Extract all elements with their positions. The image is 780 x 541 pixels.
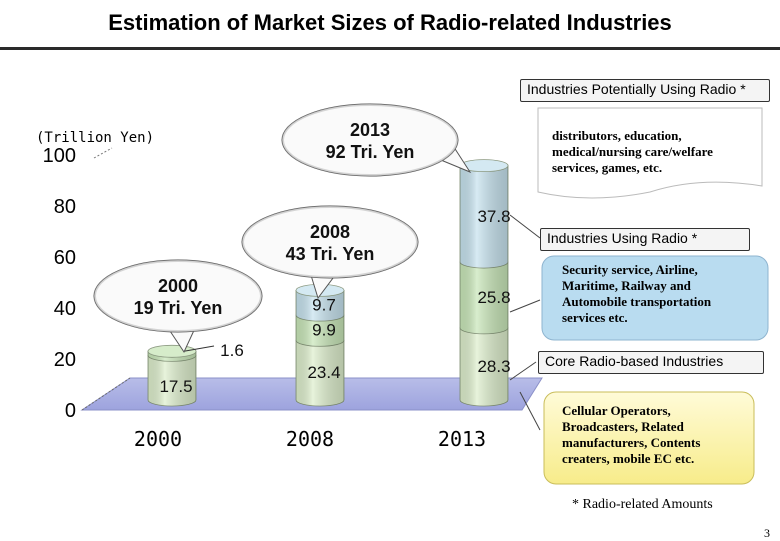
callout-year: 2013 — [350, 120, 390, 140]
y-axis-unit-label: (Trillion Yen) — [36, 130, 155, 146]
y-tick-label: 60 — [54, 247, 76, 269]
callout-total: 43 Tri. Yen — [286, 244, 375, 264]
bar-segment-shading — [296, 340, 344, 406]
callout-tail-joint — [438, 134, 448, 140]
bar-segment-shading — [460, 327, 508, 406]
callout-year: 2008 — [310, 222, 350, 242]
legend-shape-using — [541, 255, 769, 341]
callout-bubble-glow — [242, 206, 418, 278]
callout-total: 92 Tri. Yen — [326, 142, 415, 162]
legend-description-core: Cellular Operators, Broadcasters, Relate… — [562, 403, 701, 466]
callout-tail-joint — [170, 322, 196, 328]
unit-leader-line — [93, 147, 113, 159]
bar-segment-shading — [148, 355, 196, 406]
bar-value-label: 9.9 — [312, 321, 336, 340]
cylinder-2000: 17.5 1.6 — [147, 341, 244, 407]
footnote: * Radio-related Amounts — [572, 497, 713, 512]
legend-shape-potential — [537, 107, 763, 199]
connector-line — [509, 214, 541, 239]
x-tick-label: 2000 — [134, 427, 182, 451]
legend-description-using: Security service, Airline, Maritime, Rai… — [562, 262, 712, 325]
callout-bubble-glow — [94, 260, 262, 332]
bar-value-label: 23.4 — [307, 363, 340, 382]
bar-segment-shading — [460, 262, 508, 334]
legend-label-core: Core Radio-based Industries — [538, 351, 764, 374]
y-tick-label: 80 — [54, 196, 76, 218]
page-number: 3 — [764, 526, 770, 540]
bar-value-label: 17.5 — [159, 377, 192, 396]
bar-segment-shading — [296, 315, 344, 347]
x-tick-label: 2008 — [286, 427, 334, 451]
bar-top-cap-highlight — [148, 345, 196, 358]
bar-value-label: 25.8 — [477, 288, 510, 307]
title-underline — [0, 47, 780, 50]
connector-line — [509, 361, 537, 381]
bar-segment-shading — [460, 165, 508, 269]
callout-total: 19 Tri. Yen — [134, 298, 223, 318]
y-tick-label: 100 — [43, 145, 76, 167]
connector-line — [509, 299, 541, 313]
bar-value-label: 1.6 — [220, 341, 244, 360]
connector-line — [519, 391, 541, 431]
bar-value-label: 37.8 — [477, 207, 510, 226]
value-leader-line — [183, 345, 215, 352]
callout-bubble-glow — [282, 104, 458, 176]
legend-description-potential: distributors, education, medical/nursing… — [552, 128, 713, 175]
legend-shape-core — [543, 391, 755, 485]
floor-edge-dashed — [81, 377, 131, 411]
callout-tail-joint — [312, 268, 336, 274]
bar-value-label: 28.3 — [477, 357, 510, 376]
bar-segment-shading — [296, 290, 344, 322]
legend-label-using: Industries Using Radio * — [540, 228, 750, 251]
legend-label-potential: Industries Potentially Using Radio * — [520, 79, 770, 102]
cylinder-2013: 28.3 25.8 37.8 — [459, 159, 511, 407]
x-tick-label: 2013 — [438, 427, 486, 451]
bar-top-cap-highlight — [460, 159, 508, 172]
cylinder-2008: 23.4 9.9 9.7 — [295, 283, 345, 407]
page-title: Estimation of Market Sizes of Radio-rela… — [108, 10, 672, 35]
y-tick-label: 40 — [54, 298, 76, 320]
callout-year: 2000 — [158, 276, 198, 296]
y-tick-label: 0 — [65, 400, 76, 422]
bar-value-label: 9.7 — [312, 296, 336, 315]
y-tick-label: 20 — [54, 349, 76, 371]
